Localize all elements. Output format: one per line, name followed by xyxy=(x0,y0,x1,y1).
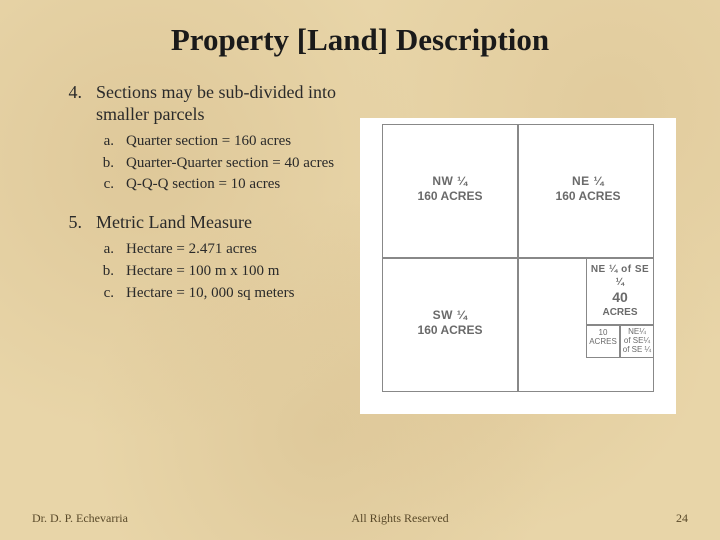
ne-label: NE ¼ 160 ACRES xyxy=(542,174,634,204)
sub-item: c. Hectare = 10, 000 sq meters xyxy=(30,284,350,303)
sub-text: Hectare = 2.471 acres xyxy=(126,240,350,259)
sub-number: a. xyxy=(30,132,126,151)
content-area: 4. Sections may be sub-divided into smal… xyxy=(0,58,720,414)
footer-rights: All Rights Reserved xyxy=(172,511,628,526)
footer: Dr. D. P. Echevarria All Rights Reserved… xyxy=(0,511,720,526)
sub-number: a. xyxy=(30,240,126,259)
list-item: 5. Metric Land Measure xyxy=(30,212,350,234)
sub-item: a. Hectare = 2.471 acres xyxy=(30,240,350,259)
sub-number: c. xyxy=(30,175,126,194)
se-se-nw-label: 10 ACRES xyxy=(586,329,620,347)
se-se-ne-label: NE¼ of SE¼ of SE ¼ xyxy=(620,328,654,354)
sub-text: Quarter-Quarter section = 40 acres xyxy=(126,154,350,173)
item-number: 5. xyxy=(30,212,96,234)
item-text: Sections may be sub-divided into smaller… xyxy=(96,82,350,126)
sub-text: Hectare = 10, 000 sq meters xyxy=(126,284,350,303)
sub-item: b. Hectare = 100 m x 100 m xyxy=(30,262,350,281)
item-text: Metric Land Measure xyxy=(96,212,350,234)
sub-number: b. xyxy=(30,262,126,281)
se-ne-label: NE ¼ of SE ¼ 40 ACRES xyxy=(586,264,654,319)
sub-text: Quarter section = 160 acres xyxy=(126,132,350,151)
sub-number: b. xyxy=(30,154,126,173)
text-column: 4. Sections may be sub-divided into smal… xyxy=(30,82,360,414)
sub-number: c. xyxy=(30,284,126,303)
sw-label: SW ¼ 160 ACRES xyxy=(404,308,496,338)
sub-list: a. Hectare = 2.471 acres b. Hectare = 10… xyxy=(30,240,350,302)
sub-item: c. Q-Q-Q section = 10 acres xyxy=(30,175,350,194)
sub-item: a. Quarter section = 160 acres xyxy=(30,132,350,151)
sub-text: Hectare = 100 m x 100 m xyxy=(126,262,350,281)
item-number: 4. xyxy=(30,82,96,126)
list-item: 4. Sections may be sub-divided into smal… xyxy=(30,82,350,126)
nw-label: NW ¼ 160 ACRES xyxy=(404,174,496,204)
sub-text: Q-Q-Q section = 10 acres xyxy=(126,175,350,194)
sub-item: b. Quarter-Quarter section = 40 acres xyxy=(30,154,350,173)
footer-author: Dr. D. P. Echevarria xyxy=(32,511,172,526)
diagram-column: NW ¼ 160 ACRES NE ¼ 160 ACRES SW ¼ 160 A… xyxy=(360,82,690,414)
section-diagram: NW ¼ 160 ACRES NE ¼ 160 ACRES SW ¼ 160 A… xyxy=(360,118,676,414)
footer-page-number: 24 xyxy=(628,511,688,526)
slide-title: Property [Land] Description xyxy=(0,0,720,58)
main-list: 4. Sections may be sub-divided into smal… xyxy=(30,82,350,302)
sub-list: a. Quarter section = 160 acres b. Quarte… xyxy=(30,132,350,194)
